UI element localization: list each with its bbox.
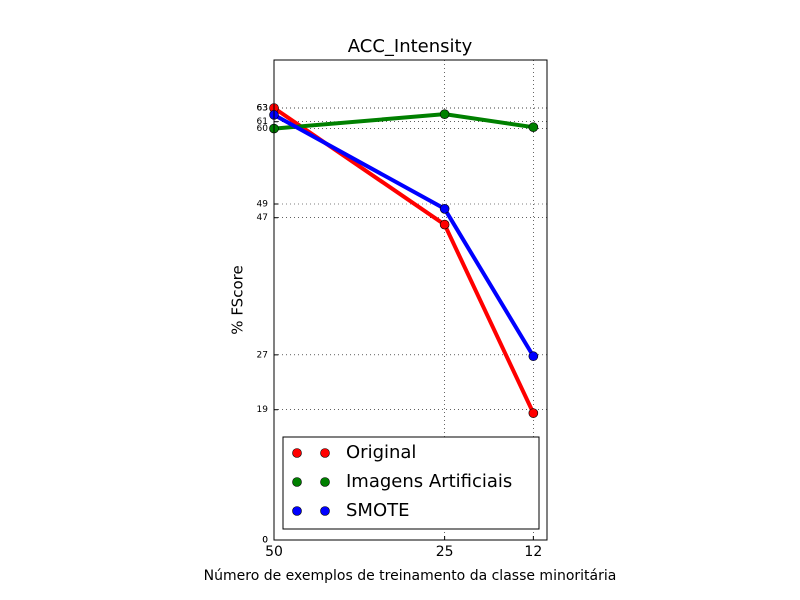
- y-tick-label: 47: [257, 213, 268, 223]
- y-tick-label: 27: [257, 350, 268, 360]
- legend: Original Imagens Artificiais SMOTE: [282, 436, 540, 530]
- plot-frame: [273, 59, 548, 541]
- legend-label: Original: [346, 442, 416, 463]
- legend-marker: [320, 506, 330, 516]
- y-tick-label: 0: [262, 536, 268, 546]
- y-tick-label: 63: [257, 104, 268, 114]
- legend-marker: [292, 477, 302, 487]
- data-point: [528, 351, 539, 362]
- y-tick-label: 61: [257, 117, 268, 127]
- legend-marker: [320, 448, 330, 458]
- chart-title: ACC_Intensity: [348, 36, 473, 57]
- legend-marker: [292, 448, 302, 458]
- y-tick-label: 0: [262, 536, 268, 546]
- y-tick-label: 49: [257, 200, 269, 210]
- y-tick-label: 19: [257, 405, 269, 415]
- data-point: [439, 204, 450, 214]
- data-point: [439, 219, 450, 230]
- legend-marker: [292, 506, 302, 516]
- x-tick-label: 25: [436, 544, 454, 560]
- y-tick-label: 63: [257, 104, 268, 114]
- data-point: [439, 109, 450, 119]
- x-axis-label: Número de exemplos de treinamento da cla…: [204, 568, 617, 584]
- y-axis-label: % FScore: [229, 265, 247, 334]
- legend-label: SMOTE: [346, 500, 410, 521]
- data-point: [528, 122, 539, 132]
- x-tick-label: 12: [524, 544, 542, 560]
- legend-label: Imagens Artificiais: [346, 471, 512, 492]
- data-point: [528, 408, 539, 418]
- y-tick-label: 60: [257, 124, 269, 134]
- legend-marker: [320, 477, 330, 487]
- x-tick-label: 50: [265, 544, 283, 560]
